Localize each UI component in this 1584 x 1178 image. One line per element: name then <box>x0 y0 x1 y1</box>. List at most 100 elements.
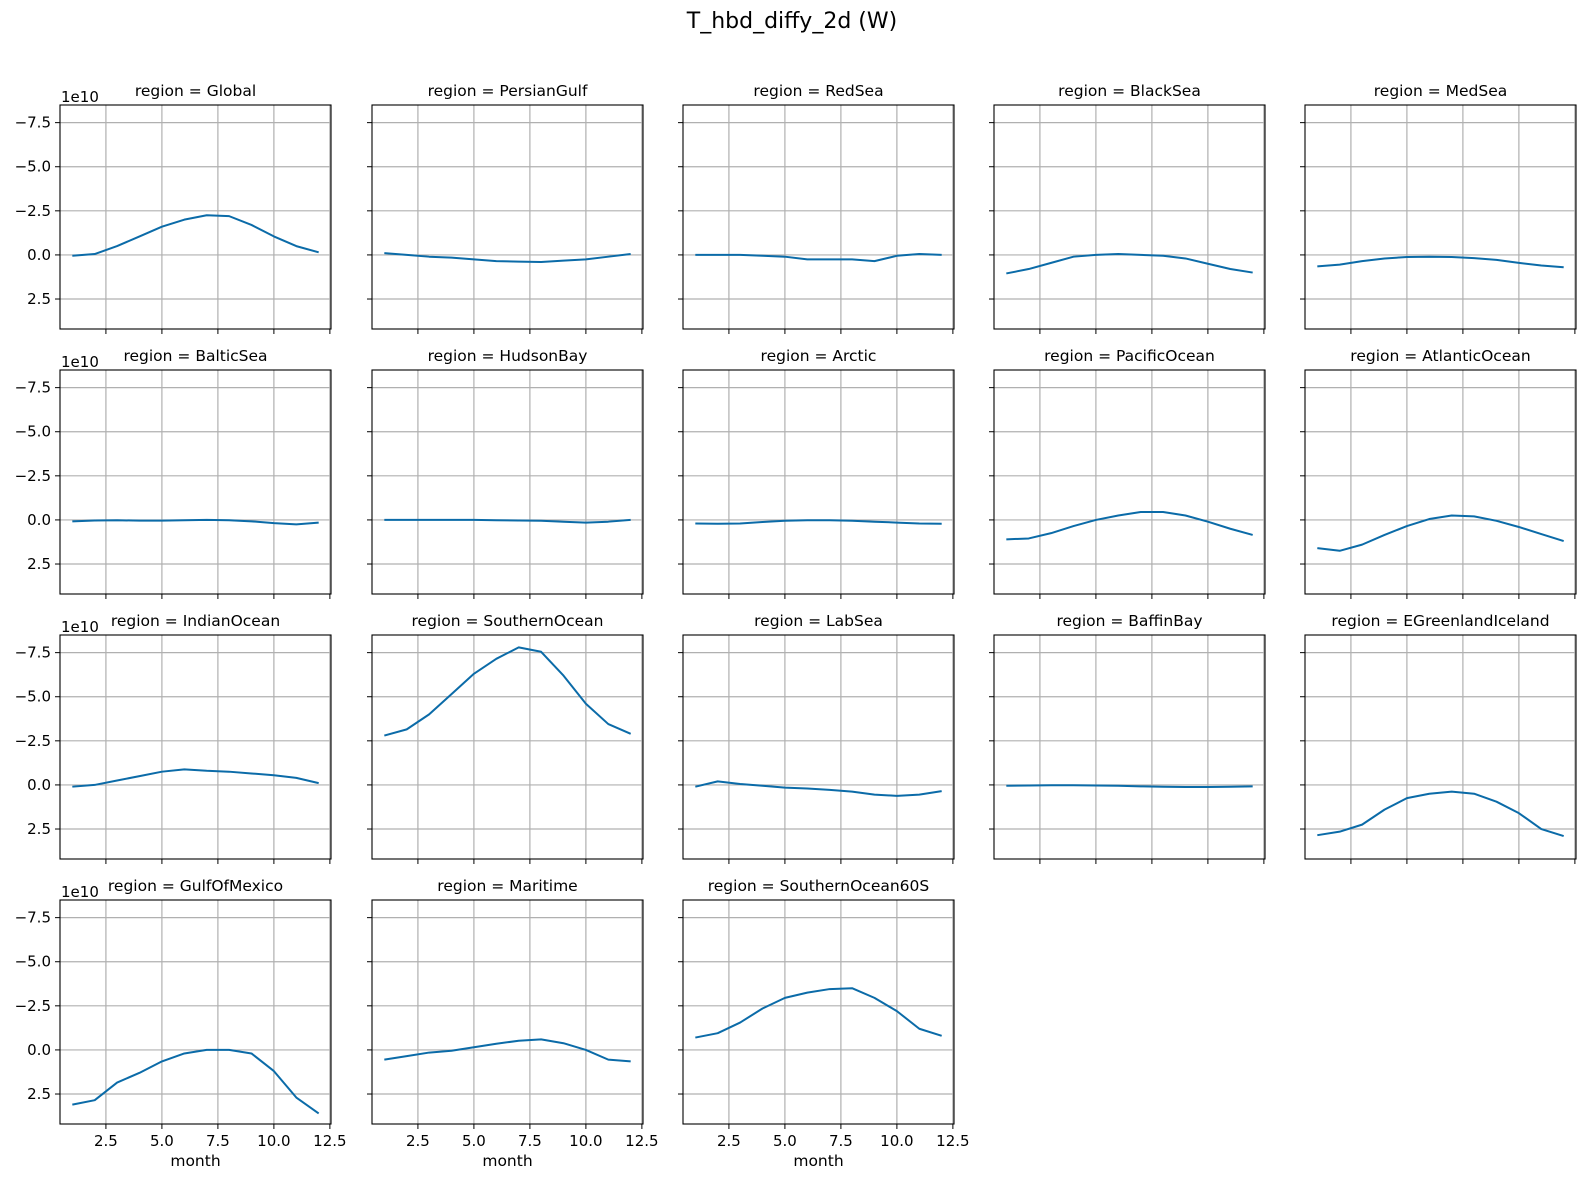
facet-panel: region = HudsonBay <box>367 347 644 599</box>
x-tick-label: 12.5 <box>936 1132 969 1150</box>
x-axis-label: month <box>793 1152 843 1170</box>
y-tick-label: 0.0 <box>27 776 51 794</box>
series-line <box>1006 784 1253 789</box>
y-tick-label: −7.5 <box>15 909 51 927</box>
x-tick-label: 2.5 <box>94 1132 118 1150</box>
series-line <box>1317 514 1564 552</box>
series-line <box>72 768 319 788</box>
y-tick-label: −7.5 <box>15 644 51 662</box>
x-tick-label: 12.5 <box>625 1132 658 1150</box>
y-tick-label: −2.5 <box>15 202 51 220</box>
facet-panel: region = Maritime 2.5 5.0 7.5 10.0 12.5 month <box>367 877 659 1170</box>
axes-frame <box>59 899 332 1125</box>
axes-frame <box>59 634 332 860</box>
axes-frame <box>371 899 644 1125</box>
y-offset-label: 1e10 <box>61 353 99 371</box>
x-tick-label: 2.5 <box>406 1132 430 1150</box>
axes-frame <box>371 104 644 330</box>
x-tick-label: 10.0 <box>257 1132 290 1150</box>
panel-title: region = SouthernOcean60S <box>708 877 930 895</box>
facet-panel: region = AtlanticOcean <box>1300 347 1577 599</box>
facet-panel: region = BalticSea −7.5 −5.0 −2.5 0.0 2.5 1e10 <box>15 347 332 599</box>
y-tick-label: 2.5 <box>27 820 51 838</box>
facet-panel: region = SouthernOcean60S 2.5 5.0 7.5 10.0 12… <box>678 877 970 1170</box>
y-offset-label: 1e10 <box>61 88 99 106</box>
series-line <box>1006 510 1253 541</box>
y-tick-label: 2.5 <box>27 1085 51 1103</box>
x-axis-label: month <box>170 1152 220 1170</box>
y-tick-label: −7.5 <box>15 379 51 397</box>
axes-frame <box>1304 634 1577 860</box>
figure-title: T_hbd_diffy_2d (W) <box>686 9 897 34</box>
y-tick-label: −2.5 <box>15 732 51 750</box>
panel-title: region = GulfOfMexico <box>108 877 283 895</box>
panel-title: region = Maritime <box>437 877 577 895</box>
x-tick-label: 10.0 <box>880 1132 913 1150</box>
x-tick-label: 12.5 <box>313 1132 346 1150</box>
axes-frame <box>682 104 955 330</box>
axes-frame <box>59 104 332 330</box>
axes-frame <box>993 369 1266 595</box>
axes-frame <box>59 369 332 595</box>
y-tick-label: −5.0 <box>15 158 51 176</box>
y-tick-label: −2.5 <box>15 997 51 1015</box>
series-line <box>384 252 631 263</box>
x-tick-label: 5.0 <box>462 1132 486 1150</box>
panel-title: region = HudsonBay <box>428 347 588 365</box>
facet-panel: region = Arctic <box>678 347 955 599</box>
series-line <box>384 1038 631 1063</box>
series-line <box>1006 253 1253 275</box>
panel-title: region = AtlanticOcean <box>1350 347 1530 365</box>
facet-panel: region = GulfOfMexico −7.5 −5.0 −2.5 0.0 2.5 1… <box>15 877 347 1170</box>
facet-panel: region = PacificOcean <box>989 347 1266 599</box>
x-axis-label: month <box>482 1152 532 1170</box>
series-line <box>695 253 942 263</box>
series-line <box>72 214 319 257</box>
panel-title: region = Arctic <box>761 347 877 365</box>
y-tick-label: −5.0 <box>15 688 51 706</box>
panel-title: region = IndianOcean <box>111 612 280 630</box>
facet-panel: region = BaffinBay <box>989 612 1266 864</box>
panel-title: region = BaffinBay <box>1056 612 1202 630</box>
facet-panel: region = SouthernOcean <box>367 612 644 864</box>
y-tick-label: 2.5 <box>27 290 51 308</box>
x-tick-label: 7.5 <box>829 1132 853 1150</box>
panel-title: region = Global <box>135 82 256 100</box>
facet-panel: region = Global −7.5 −5.0 −2.5 0.0 2.5 1e10 <box>15 82 332 334</box>
panel-title: region = LabSea <box>754 612 883 630</box>
facet-panel: region = RedSea <box>678 82 955 334</box>
axes-frame <box>371 369 644 595</box>
series-line <box>384 518 631 524</box>
series-line <box>1317 255 1564 269</box>
facet-panel: region = PersianGulf <box>367 82 644 334</box>
x-tick-label: 2.5 <box>717 1132 741 1150</box>
y-offset-label: 1e10 <box>61 618 99 636</box>
x-tick-label: 5.0 <box>150 1132 174 1150</box>
y-tick-label: 0.0 <box>27 511 51 529</box>
axes-frame <box>993 634 1266 860</box>
series-line <box>384 646 632 737</box>
y-tick-label: 0.0 <box>27 246 51 264</box>
series-line <box>72 1048 320 1115</box>
x-tick-label: 5.0 <box>773 1132 797 1150</box>
x-tick-label: 7.5 <box>206 1132 230 1150</box>
axes-frame <box>682 634 955 860</box>
series-line <box>695 780 942 797</box>
axes-frame <box>371 634 644 860</box>
facet-panel: region = IndianOcean −7.5 −5.0 −2.5 0.0 2.5 1e… <box>15 612 332 864</box>
y-tick-label: −7.5 <box>15 114 51 132</box>
y-tick-label: 0.0 <box>27 1041 51 1059</box>
facet-panel: region = EGreenlandIceland <box>1300 612 1577 864</box>
facet-panel: region = LabSea <box>678 612 955 864</box>
panel-title: region = BalticSea <box>123 347 267 365</box>
series-line <box>695 987 942 1039</box>
y-tick-label: −5.0 <box>15 423 51 441</box>
x-tick-label: 7.5 <box>518 1132 542 1150</box>
axes-frame <box>993 104 1266 330</box>
panel-title: region = PacificOcean <box>1044 347 1215 365</box>
axes-frame <box>682 899 955 1125</box>
series-line <box>72 518 319 526</box>
panel-title: region = RedSea <box>753 82 883 100</box>
